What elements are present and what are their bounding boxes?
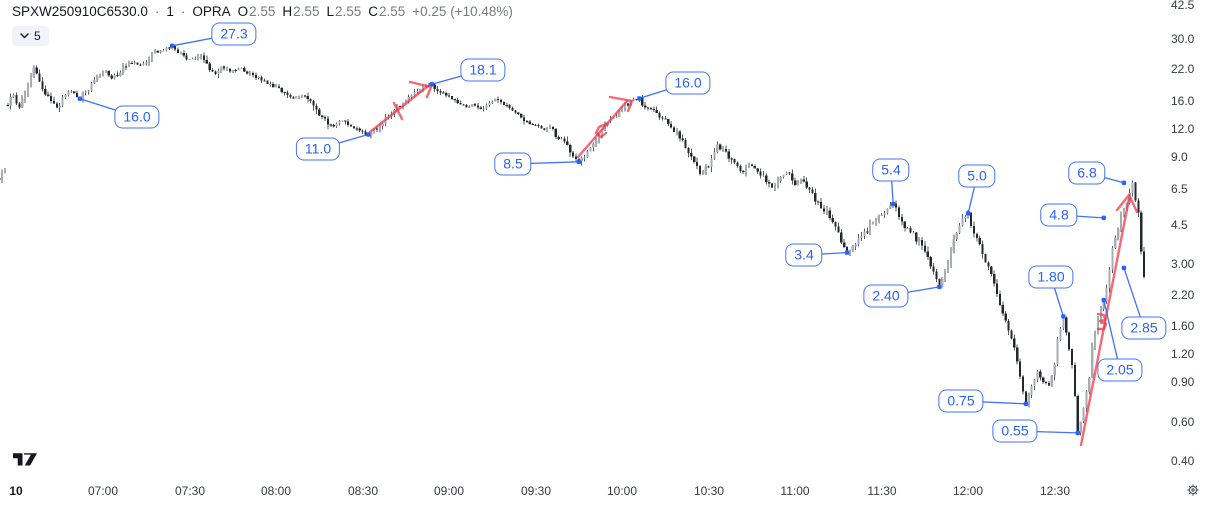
price-callout[interactable]: 2.40 [863,284,909,308]
price-tick-label: 3.00 [1171,257,1195,271]
time-tick-label: 10:00 [606,484,638,498]
ohlc-high: H 2.55 [282,4,320,19]
price-callout[interactable]: 1.80 [1028,265,1074,289]
price-tick-label: 1.60 [1171,319,1195,333]
change-label: +0.25 (+10.48%) [412,4,513,19]
time-tick-label: 09:00 [433,484,465,498]
time-tick-label: 08:00 [260,484,292,498]
drawings-count-label: 5 [34,29,41,43]
price-tick-label: 4.5 [1171,218,1188,232]
price-callout[interactable]: 0.75 [938,389,984,413]
price-callout[interactable]: 5.4 [872,158,910,182]
price-tick-label: 0.60 [1171,415,1195,429]
time-tick-label: 07:00 [87,484,119,498]
time-tick-label: 10:30 [693,484,725,498]
price-tick-label: 6.5 [1171,182,1188,196]
price-tick-label: 2.20 [1171,288,1195,302]
price-callout[interactable]: 11.0 [295,137,341,161]
chevron-down-icon [20,33,29,39]
price-tick-label: 22.0 [1171,62,1195,76]
interval-label[interactable]: 1 [166,4,174,19]
price-callout[interactable]: 8.5 [494,152,532,176]
chart-legend: SPXW250910C6530.0 · 1 · OPRA O 2.55 H 2.55… [12,4,513,46]
ohlc-low: L 2.55 [326,4,362,19]
price-callout[interactable]: 3.4 [785,243,823,267]
price-callout[interactable]: 6.8 [1068,161,1106,185]
symbol-title-row: SPXW250910C6530.0 · 1 · OPRA O 2.55 H 2.55… [12,4,513,19]
price-tick-label: 0.90 [1171,375,1195,389]
trend-arrow-drawings[interactable] [368,80,1139,447]
price-callout[interactable]: 2.85 [1121,316,1167,340]
ohlc-open: O 2.55 [237,4,276,19]
drawings-count-button[interactable]: 5 [12,26,49,46]
price-callout[interactable]: 5.0 [958,164,996,188]
separator: · [180,4,186,19]
candlestick-series [0,44,1146,436]
price-tick-label: 30.0 [1171,32,1195,46]
time-tick-label: 09:30 [520,484,552,498]
exchange-label: OPRA [192,4,231,19]
price-callout[interactable]: 2.05 [1097,358,1143,382]
time-tick-label: 11:00 [780,484,810,498]
price-tick-label: 1.20 [1171,347,1195,361]
price-callout[interactable]: 27.3 [211,22,257,46]
price-tick-label: 0.40 [1171,454,1195,468]
price-callout[interactable]: 18.1 [460,58,506,82]
price-callout[interactable]: 16.0 [665,71,711,95]
time-tick-label: 12:00 [952,484,984,498]
time-tick-label: 11:30 [867,484,897,498]
callout-anchors [77,43,1127,436]
price-callout[interactable]: 16.0 [114,105,160,129]
separator: · [154,4,160,19]
price-callout[interactable]: 0.55 [992,419,1038,443]
ohlc-close: C 2.55 [368,4,406,19]
price-callout[interactable]: 4.8 [1040,203,1078,227]
price-tick-label: 42.5 [1171,0,1195,12]
symbol-title[interactable]: SPXW250910C6530.0 [12,4,148,19]
settings-gear-button[interactable] [1184,481,1202,502]
day-tick-label: 10 [9,484,23,498]
time-tick-label: 07:30 [174,484,206,498]
time-tick-label: 08:30 [347,484,379,498]
time-tick-label: 12:30 [1039,484,1071,498]
price-tick-label: 12.0 [1171,122,1195,136]
tradingview-logo[interactable] [13,452,37,467]
price-tick-label: 9.0 [1171,150,1188,164]
price-tick-label: 16.0 [1171,94,1195,108]
gear-icon [1186,483,1200,497]
